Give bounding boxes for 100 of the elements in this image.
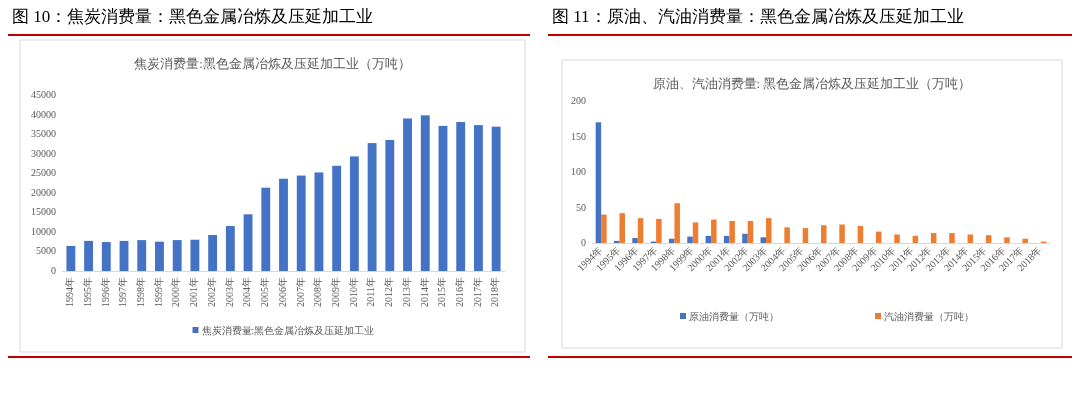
x-tick-label: 2014年	[418, 277, 430, 307]
x-tick-label: 2008年	[312, 277, 324, 307]
bar	[296, 175, 306, 271]
bar	[692, 222, 699, 243]
x-tick-label: 2005年	[259, 277, 271, 307]
chart-subtitle: 原油、汽油消费量: 黑色金属冶炼及压延加工业（万吨）	[652, 76, 972, 91]
bar	[747, 220, 754, 243]
bar	[208, 235, 218, 271]
bar	[119, 240, 129, 271]
bar	[839, 224, 845, 243]
bar	[314, 172, 324, 271]
legend: 焦炭消费量:黑色金属冶炼及压延加工业	[192, 325, 375, 336]
bar	[420, 115, 430, 271]
x-tick-label: 2018年	[489, 277, 501, 307]
bar	[349, 156, 359, 271]
bar	[857, 225, 864, 243]
x-tick-label: 1998年	[135, 277, 147, 307]
bar	[101, 242, 111, 271]
bar	[894, 234, 900, 243]
bar	[595, 122, 602, 243]
bar	[742, 233, 748, 243]
bar	[766, 218, 772, 243]
x-tick-label: 1996年	[99, 277, 111, 307]
y-tick-label: 0	[581, 237, 586, 248]
y-tick-label: 5000	[36, 245, 56, 257]
bar	[172, 240, 182, 271]
y-tick-label: 100	[571, 166, 586, 177]
x-tick-label: 1999年	[152, 277, 164, 307]
bar	[949, 233, 955, 243]
x-tick-label: 2016年	[454, 277, 465, 307]
bar	[985, 235, 992, 243]
bar	[802, 228, 809, 243]
bar	[225, 226, 235, 271]
bar	[784, 227, 790, 243]
legend-label: 原油消费量（万吨）	[689, 311, 779, 322]
bar	[367, 143, 377, 271]
bar	[84, 240, 94, 271]
y-tick-label: 40000	[31, 108, 56, 120]
bar	[155, 241, 164, 271]
chart-title: 图 11：原油、汽油消费量：黑色金属冶炼及压延加工业	[552, 7, 964, 26]
bar	[243, 214, 253, 271]
bar	[912, 235, 919, 243]
bar	[332, 165, 342, 271]
bar	[403, 118, 412, 271]
x-tick-label: 1997年	[117, 277, 129, 307]
y-tick-label: 35000	[31, 128, 56, 140]
bar	[438, 125, 448, 271]
x-tick-label: 2010年	[347, 277, 359, 307]
x-tick-label: 2013年	[400, 277, 412, 307]
x-tick-label: 2015年	[436, 277, 448, 307]
chart-subtitle: 焦炭消费量:黑色金属冶炼及压延加工业（万吨）	[134, 56, 411, 71]
bar	[190, 239, 200, 271]
y-tick-label: 50	[576, 201, 586, 213]
y-tick-label: 25000	[31, 167, 56, 179]
y-tick-label: 200	[571, 95, 586, 106]
bar	[729, 220, 735, 243]
bar	[619, 213, 625, 243]
x-tick-label: 2002年	[205, 277, 217, 307]
y-tick-label: 45000	[31, 89, 56, 100]
y-tick-label: 15000	[31, 206, 56, 218]
x-tick-label: 2011年	[365, 277, 377, 307]
x-tick-label: 2012年	[383, 277, 395, 307]
x-tick-label: 1994年	[64, 277, 76, 307]
x-tick-label: 2001年	[188, 277, 200, 307]
bar	[711, 219, 717, 243]
bar	[723, 235, 730, 243]
bar	[137, 240, 147, 271]
bar	[473, 125, 483, 271]
legend-label: 汽油消费量（万吨）	[884, 311, 974, 322]
x-tick-label: 2003年	[223, 277, 235, 307]
y-tick-label: 10000	[31, 225, 56, 237]
bar	[674, 203, 680, 243]
y-tick-label: 20000	[31, 186, 56, 198]
bar	[656, 218, 662, 243]
bar	[601, 214, 607, 243]
bar	[967, 234, 974, 243]
bar	[687, 236, 693, 243]
bar	[930, 233, 937, 243]
bar	[279, 178, 288, 271]
chart-title: 图 10：焦炭消费量：黑色金属冶炼及压延加工业	[12, 7, 374, 26]
bar	[760, 237, 767, 243]
bar	[821, 225, 827, 243]
bar	[632, 238, 638, 243]
bar	[66, 245, 76, 271]
x-tick-label: 2000年	[170, 277, 182, 307]
bar	[385, 139, 395, 271]
x-tick-label: 2007年	[294, 277, 306, 307]
bar	[261, 187, 271, 271]
bar	[1004, 237, 1010, 243]
x-tick-label: 2017年	[471, 277, 483, 307]
y-tick-label: 0	[51, 265, 56, 276]
bar	[456, 121, 466, 271]
bar	[491, 126, 501, 271]
y-tick-label: 30000	[31, 147, 56, 159]
bar	[637, 218, 644, 243]
y-tick-label: 150	[571, 130, 586, 142]
x-tick-label: 2006年	[276, 277, 288, 307]
x-tick-label: 2009年	[329, 277, 341, 307]
bar	[705, 235, 712, 243]
x-tick-label: 2004年	[241, 277, 253, 307]
